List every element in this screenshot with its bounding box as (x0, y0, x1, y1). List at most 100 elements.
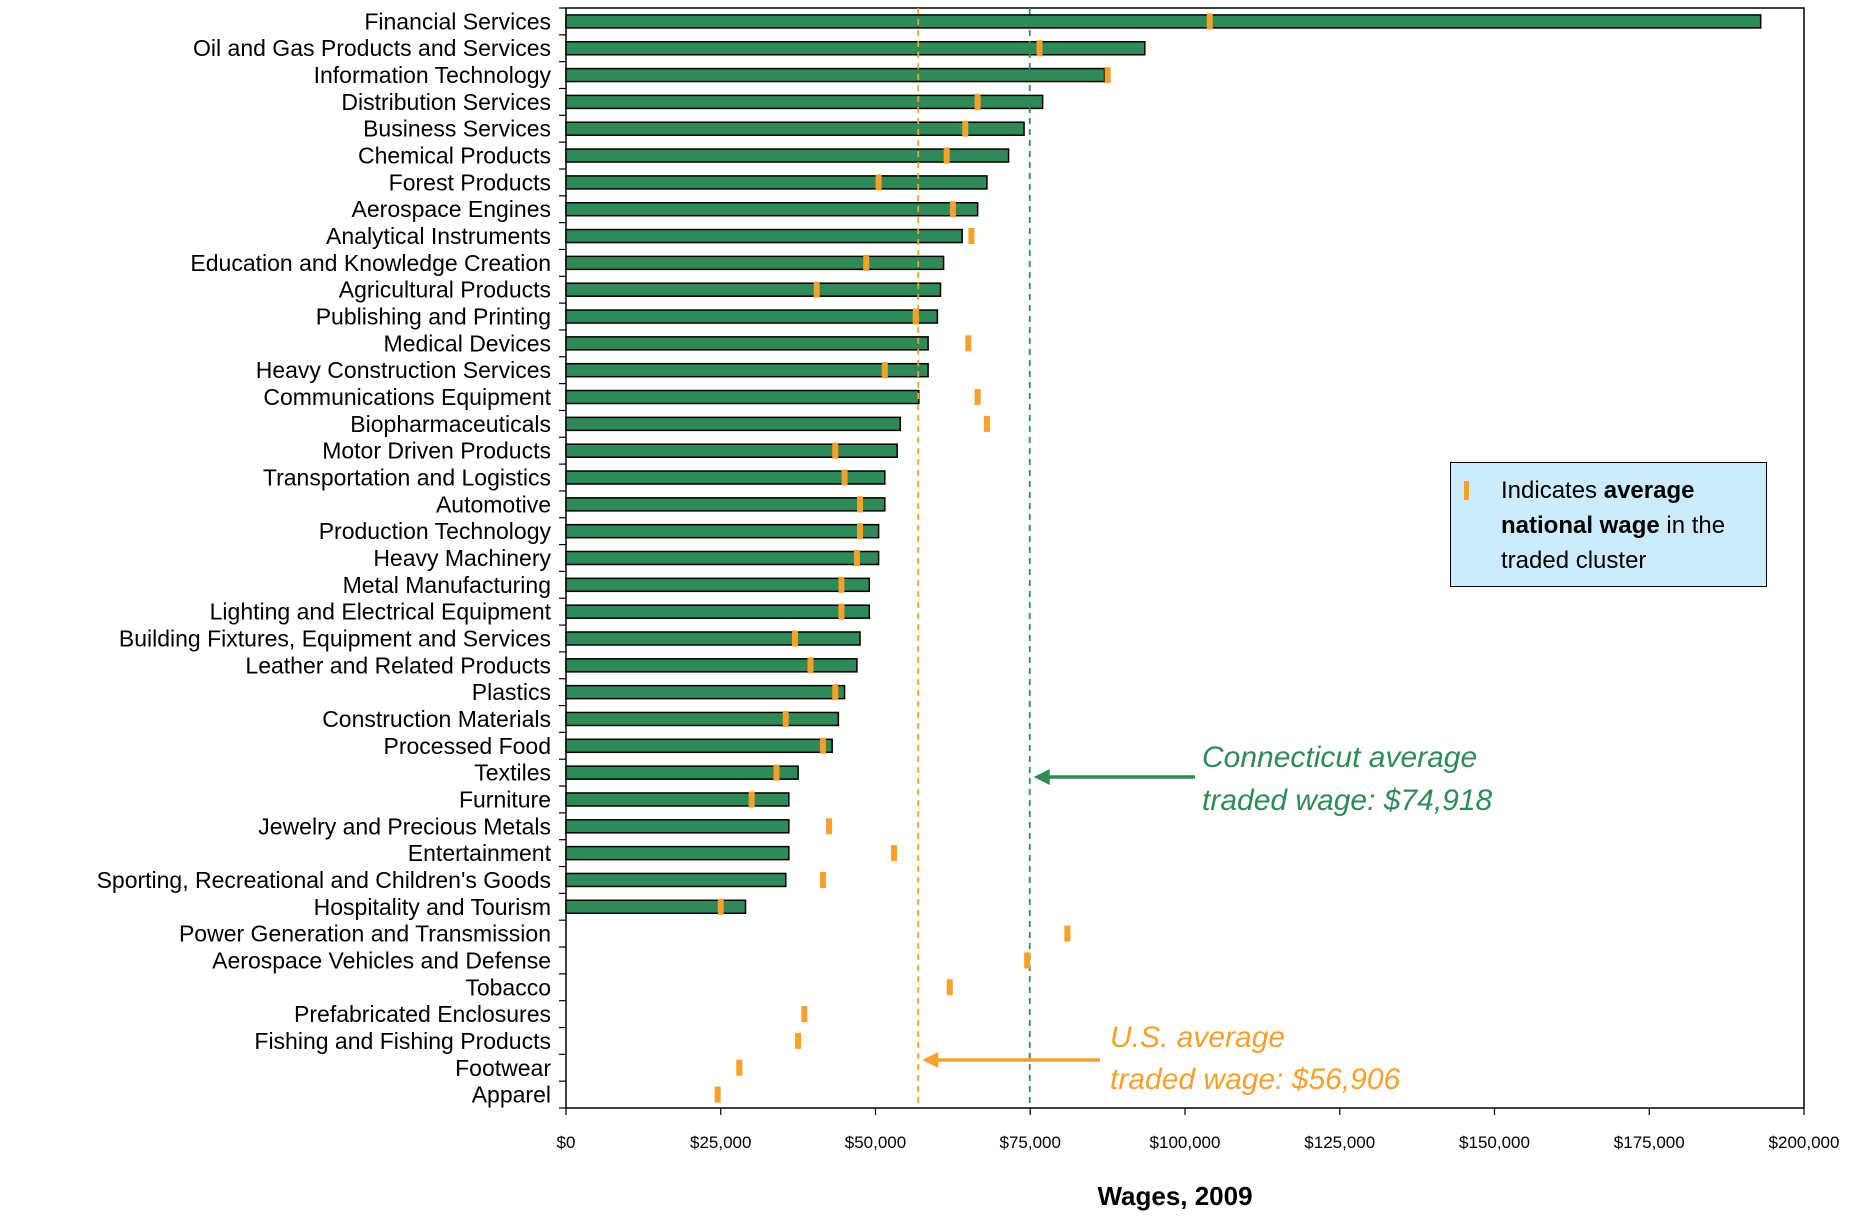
category-label: Chemical Products (358, 143, 551, 169)
category-label: Oil and Gas Products and Services (193, 35, 551, 61)
national-wage-marker (748, 791, 755, 808)
national-wage-marker (974, 389, 981, 406)
category-label: Automotive (436, 491, 551, 517)
wage-bar (565, 765, 799, 780)
national-wage-marker (832, 442, 839, 459)
national-wage-marker (819, 737, 826, 754)
category-label: Heavy Construction Services (256, 357, 551, 383)
national-wage-marker (875, 174, 882, 191)
annotation-text: Connecticut average (1202, 741, 1477, 774)
legend: Indicates average national wage in the t… (1450, 462, 1767, 587)
legend-text: Indicates average national wage in the t… (1501, 473, 1756, 578)
category-label: Biopharmaceuticals (350, 411, 551, 437)
national-wage-marker (912, 308, 919, 325)
category-label: Distribution Services (341, 89, 551, 115)
category-label: Agricultural Products (339, 277, 551, 303)
national-wage-marker (838, 576, 845, 593)
annotation-arrowhead (922, 1052, 939, 1068)
category-label: Motor Driven Products (322, 438, 551, 464)
category-label: Communications Equipment (263, 384, 551, 410)
national-wage-marker (795, 1032, 802, 1049)
category-label: Publishing and Printing (316, 304, 551, 330)
category-label: Medical Devices (384, 330, 551, 356)
category-label: Lighting and Electrical Equipment (210, 599, 552, 625)
national-wage-marker (819, 871, 826, 888)
legend-text-part: Indicates (1501, 477, 1604, 504)
wage-bar (565, 470, 886, 485)
wage-bar (565, 94, 1044, 110)
legend-text-part: in the traded cluster (1501, 512, 1726, 574)
national-wage-marker (962, 120, 969, 137)
annotation-text: U.S. average (1110, 1021, 1285, 1054)
wage-bar (565, 792, 790, 807)
category-label: Production Technology (319, 518, 552, 544)
wage-bar (565, 362, 929, 378)
wage-bar (565, 631, 861, 646)
national-wage-marker (946, 979, 953, 996)
wage-bar (565, 819, 790, 834)
wage-bar (565, 738, 833, 754)
category-label: Textiles (474, 760, 551, 786)
wage-bar (565, 389, 920, 405)
wage-bar (565, 711, 840, 727)
national-wage-marker (801, 1006, 808, 1023)
wage-bar (565, 872, 787, 888)
national-wage-marker (853, 550, 860, 566)
wage-bar (565, 309, 939, 324)
national-wage-marker (857, 523, 864, 540)
wage-bar (565, 336, 929, 351)
national-wage-marker (968, 228, 975, 245)
national-wage-marker (841, 469, 848, 486)
national-wage-marker (826, 818, 833, 835)
wage-bar (565, 67, 1106, 83)
wage-bar (565, 684, 846, 700)
category-label: Transportation and Logistics (263, 465, 551, 491)
wage-bar (565, 497, 886, 512)
category-label: Hospitality and Tourism (314, 894, 551, 920)
national-wage-marker (773, 764, 780, 781)
x-tick-label: $0 (557, 1133, 576, 1152)
category-label: Jewelry and Precious Metals (258, 813, 551, 839)
national-wage-marker (974, 93, 981, 110)
wage-bar (565, 550, 880, 566)
x-tick-label: $125,000 (1304, 1133, 1375, 1152)
x-tick-label: $50,000 (845, 1133, 906, 1152)
legend-marker-icon (1464, 481, 1469, 500)
national-wage-marker (881, 362, 888, 379)
wage-bars (565, 14, 1762, 915)
x-tick-label: $100,000 (1150, 1133, 1221, 1152)
wage-bar (565, 604, 871, 619)
category-label: Tobacco (465, 974, 551, 1000)
wage-bar (565, 443, 898, 458)
category-label: Sporting, Recreational and Children's Go… (97, 867, 551, 893)
wage-bar (565, 255, 945, 271)
wage-bar (565, 282, 942, 297)
category-label: Plastics (472, 679, 551, 705)
national-wage-marker (1024, 952, 1031, 969)
national-wage-marker (857, 496, 864, 513)
wage-bar (565, 148, 1010, 163)
annotation-text: traded wage: $56,906 (1110, 1063, 1401, 1096)
category-label: Heavy Machinery (373, 545, 551, 571)
national-wage-marker (782, 710, 789, 727)
category-label: Education and Knowledge Creation (190, 250, 551, 276)
category-label: Information Technology (314, 62, 552, 88)
national-wage-marker (792, 630, 799, 647)
wage-bar (565, 121, 1025, 136)
category-label: Building Fixtures, Equipment and Service… (119, 625, 551, 651)
reference-lines (917, 8, 1031, 1108)
x-tick-label: $200,000 (1769, 1133, 1840, 1152)
wage-bar (565, 14, 1762, 29)
national-wage-marker (807, 657, 814, 674)
national-wage-marker (813, 281, 820, 298)
national-wage-markers (714, 13, 1213, 1103)
national-wage-marker (863, 254, 870, 271)
national-wage-marker (1104, 67, 1111, 84)
category-label: Furniture (459, 786, 551, 812)
wage-bar (565, 658, 858, 673)
category-label: Forest Products (389, 169, 551, 195)
x-tick-label: $25,000 (690, 1133, 751, 1152)
x-tick-label: $150,000 (1459, 1133, 1530, 1152)
wage-bar (565, 845, 790, 861)
